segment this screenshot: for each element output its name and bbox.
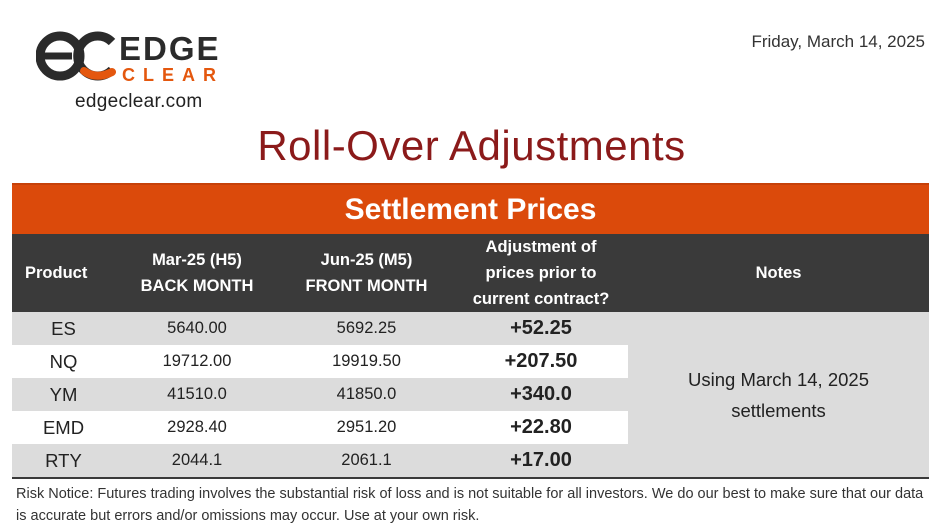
settlement-prices-table: Product Mar-25 (H5) BACK MONTH Jun-25 (M… <box>12 234 929 479</box>
report-date: Friday, March 14, 2025 <box>751 32 925 51</box>
adjustment-header-line-1: Adjustment of <box>485 238 597 256</box>
settlement-table-container: Settlement Prices Product Mar-25 (H5) BA… <box>12 183 929 479</box>
front-month-price: 2951.20 <box>279 411 454 444</box>
product-cell: RTY <box>12 444 115 478</box>
table-row: NQ 19712.00 19919.50 +207.50 <box>12 345 929 378</box>
adjustment-value: +340.0 <box>454 378 628 411</box>
front-month-label: FRONT MONTH <box>305 277 428 295</box>
column-header-adjustment: Adjustment of prices prior to current co… <box>454 234 628 312</box>
adjustment-value: +207.50 <box>454 345 628 378</box>
back-month-price: 5640.00 <box>115 312 279 345</box>
back-month-price: 41510.0 <box>115 378 279 411</box>
front-month-price: 41850.0 <box>279 378 454 411</box>
front-month-price: 19919.50 <box>279 345 454 378</box>
table-row: ES 5640.00 5692.25 +52.25 Using March 14… <box>12 312 929 478</box>
risk-notice: Risk Notice: Futures trading involves th… <box>16 486 924 524</box>
adjustment-value: +52.25 <box>454 312 628 345</box>
logo-word-clear: CLEAR <box>122 65 224 85</box>
website-link[interactable]: edgeclear.com <box>75 91 203 112</box>
back-month-contract: Mar-25 (H5) <box>152 251 242 269</box>
table-row: YM 41510.0 41850.0 +340.0 <box>12 378 929 411</box>
back-month-price: 2044.1 <box>115 444 279 478</box>
logo-word-edge: EDGE <box>119 30 221 67</box>
table-row: RTY 2044.1 2061.1 +17.00 <box>12 444 929 478</box>
table-row: EMD 2928.40 2951.20 +22.80 <box>12 411 929 444</box>
notes-line-1: Using March 14, 2025 <box>688 368 869 390</box>
back-month-label: BACK MONTH <box>140 277 254 295</box>
edgeclear-logo: EDGE CLEAR <box>36 30 236 90</box>
product-cell: ES <box>12 312 115 345</box>
adjustment-header-line-2: prices prior to <box>485 264 597 282</box>
ec-logo-mark-icon <box>36 31 116 81</box>
back-month-price: 19712.00 <box>115 345 279 378</box>
page-title: Roll-Over Adjustments <box>257 122 686 169</box>
adjustment-value: +22.80 <box>454 411 628 444</box>
column-header-front-month: Jun-25 (M5) FRONT MONTH <box>279 234 454 312</box>
front-month-contract: Jun-25 (M5) <box>320 251 413 269</box>
product-cell: NQ <box>12 345 115 378</box>
product-cell: EMD <box>12 411 115 444</box>
column-header-back-month: Mar-25 (H5) BACK MONTH <box>115 234 279 312</box>
column-header-product: Product <box>12 234 115 312</box>
front-month-price: 5692.25 <box>279 312 454 345</box>
table-header-row: Product Mar-25 (H5) BACK MONTH Jun-25 (M… <box>12 234 929 312</box>
adjustment-header-line-3: current contract? <box>472 290 610 308</box>
section-header: Settlement Prices <box>12 183 929 234</box>
front-month-price: 2061.1 <box>279 444 454 478</box>
back-month-price: 2928.40 <box>115 411 279 444</box>
product-cell: YM <box>12 378 115 411</box>
notes-line-2: settlements <box>731 399 826 421</box>
adjustment-value: +17.00 <box>454 444 628 478</box>
column-header-notes: Notes <box>628 234 929 312</box>
notes-cell: Using March 14, 2025 settlements <box>628 312 929 478</box>
